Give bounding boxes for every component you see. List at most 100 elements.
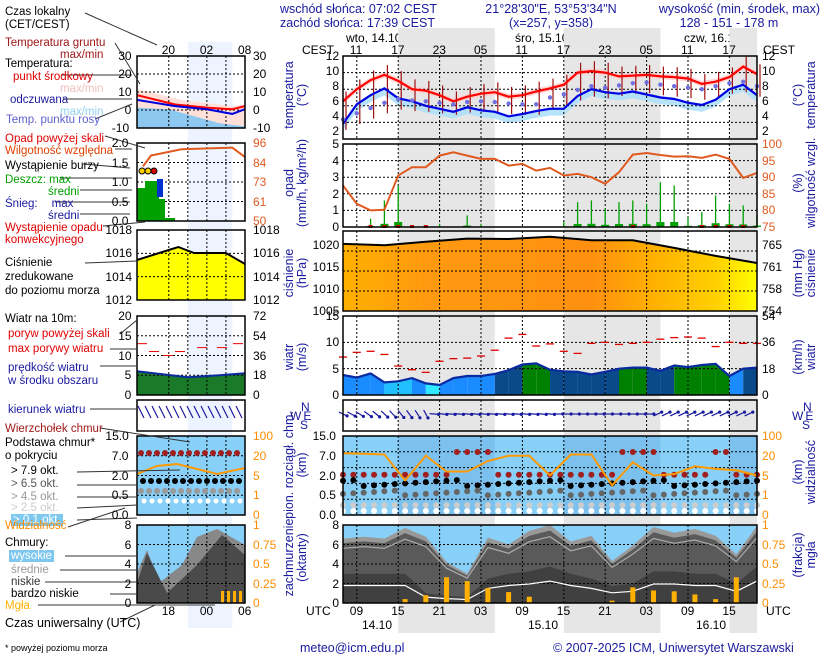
legend-y-tick: 0 — [124, 103, 132, 117]
cloud-base-marker — [391, 487, 398, 494]
cloud-base-marker — [402, 502, 409, 509]
fog-bar — [692, 594, 698, 603]
legend-y-tick-right: 1018 — [253, 223, 280, 237]
utc-date-label: 14.10 — [362, 618, 393, 632]
local-time-tick: 17 — [556, 43, 571, 57]
legend-y-tick: 1.0 — [111, 175, 129, 189]
cloud-base-marker — [402, 508, 409, 515]
legend-leader-line — [119, 604, 156, 623]
cloud-base-marker — [722, 502, 729, 509]
cloud-base-marker — [495, 491, 502, 498]
y-tick-label: 5 — [332, 361, 340, 376]
wind-arrow-head — [426, 416, 430, 420]
cloud-top-marker — [619, 449, 626, 456]
cloud-base-marker — [671, 490, 678, 497]
cloud-base-marker — [557, 502, 564, 509]
legend-y-tick: 0.0 — [111, 508, 129, 522]
legend-wind-arrow — [193, 405, 201, 419]
y-tick-label-right: 758 — [762, 282, 783, 296]
cloud-base-marker — [505, 508, 512, 515]
y-tick-label-right: 12 — [762, 49, 776, 63]
fog-bar — [526, 596, 532, 603]
legend-wind-arrow — [151, 405, 159, 419]
panel-frame — [342, 230, 758, 312]
grid-coordinates-text: (x=257, y=358) — [508, 16, 594, 30]
legend-cloud-base — [141, 498, 147, 504]
dew-point-marker — [396, 96, 401, 102]
legend-humidity: Wilgotność względna — [5, 145, 114, 157]
legend-cloud-base — [205, 498, 211, 504]
utc-time-tick: 15 — [391, 604, 405, 618]
legend-cloud-top — [218, 450, 224, 456]
legend-y-tick-right: 20 — [253, 67, 267, 81]
legend-okt79: > 7.9 okt. — [11, 465, 59, 477]
wind-arrow-head — [709, 410, 713, 414]
legend-y-tick-right: 50 — [253, 214, 267, 228]
y-tick-label-right: 36 — [762, 335, 776, 350]
legend-wind-arrow — [179, 405, 187, 419]
cloud-base-marker — [495, 481, 502, 488]
legend-y-tick-right: 0 — [253, 596, 260, 610]
y-tick-label-right: 75 — [762, 220, 776, 234]
temperature-axis-label: temperatura (°C) — [282, 61, 309, 129]
legend-cloud-top — [186, 450, 192, 456]
local-time-tick: 23 — [598, 43, 612, 57]
fog-bar — [651, 590, 656, 603]
cloud-base-marker — [671, 508, 678, 515]
day-label: wto, 14.10 — [346, 31, 402, 45]
local-time-tick: 17 — [722, 43, 736, 57]
legend-y-tick-right: 5 — [253, 468, 260, 483]
cloud-base-marker — [702, 481, 709, 488]
cloud-base-marker — [391, 502, 398, 509]
legend-ground-temp-2: max/min — [60, 49, 104, 61]
legend-fog: Mgła — [5, 600, 30, 612]
y-tick-label: 0.5 — [319, 488, 336, 503]
cloud-base-marker — [743, 502, 750, 509]
cloud-base-marker — [681, 508, 688, 515]
y-tick-label-right: 54 — [762, 309, 776, 323]
wind-speed-area — [494, 370, 509, 395]
local-time-label-left: CEST — [302, 43, 335, 57]
cloud-base-marker — [650, 492, 657, 499]
legend-y-tick-right: 0.5 — [253, 557, 270, 571]
fog-bar — [485, 588, 491, 603]
sunset-text: zachód słońca: 17:39 CEST — [280, 16, 435, 30]
legend-wind-arrow — [137, 405, 145, 419]
legend-wind-area — [137, 371, 245, 395]
cloud-base-marker — [598, 502, 605, 509]
copyright-text: © 2007-2025 ICM, Uniwersytet Warszawski — [553, 641, 794, 655]
cloud-base-marker — [536, 478, 543, 485]
cloud-base-marker — [578, 482, 585, 489]
cloud-base-marker — [660, 477, 667, 484]
sunrise-text: wschód słońca: 07:02 CEST — [280, 2, 438, 16]
panel-frame — [342, 315, 758, 396]
legend-cloud-top: Wierzchołek chmur — [5, 423, 103, 435]
y-tick-label-right: 100 — [762, 137, 783, 151]
legend-leader-line — [76, 517, 138, 521]
dew-point-marker — [354, 111, 359, 116]
cloud-base-marker — [453, 502, 460, 509]
cloud-base-marker — [360, 489, 367, 496]
y-tick-label: 0 — [332, 388, 340, 402]
legend-leader-line — [119, 319, 138, 335]
cloud-base-marker — [567, 502, 574, 509]
cloud-base-marker — [474, 487, 481, 494]
legend-cloud-base — [221, 498, 227, 504]
cloud-base-marker — [691, 502, 698, 509]
cloud-base-marker — [443, 489, 450, 496]
legend-cloud-base — [149, 498, 155, 504]
legend-pressure-3: do poziomu morza — [5, 285, 100, 297]
cloud-top-marker — [609, 471, 616, 478]
wind-speed-area — [674, 365, 688, 395]
cloud-base-marker — [484, 502, 491, 509]
cloud-base-marker — [629, 488, 636, 495]
cloud-base-marker — [412, 502, 419, 509]
y-tick-label: 1015 — [312, 260, 340, 274]
contact-email-link[interactable]: meteo@icm.edu.pl — [300, 641, 405, 655]
legend-cloud-base — [213, 498, 219, 504]
legend-okt01: > 0.1 okt. — [11, 514, 63, 526]
cloud-base-marker — [578, 502, 585, 509]
dew-point-marker — [437, 100, 442, 105]
cloud-top-marker — [733, 471, 740, 478]
